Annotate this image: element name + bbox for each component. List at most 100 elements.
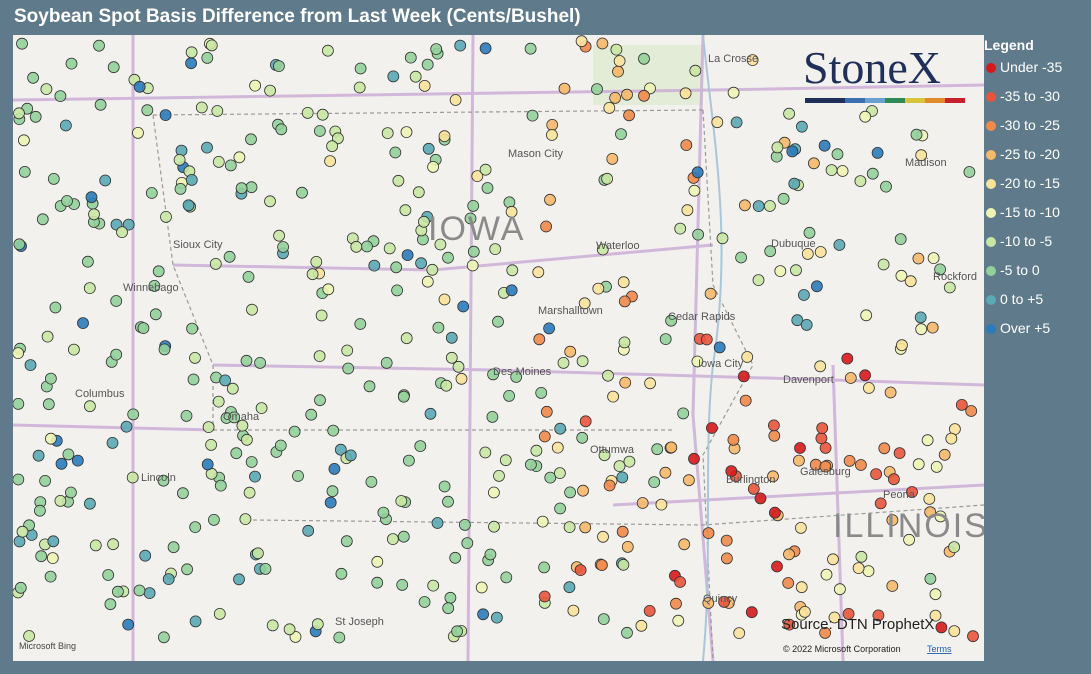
station-dot — [554, 422, 567, 435]
station-dot — [689, 64, 702, 77]
legend-item[interactable]: -5 to 0 — [984, 262, 1062, 291]
state-label: ILLINOIS — [833, 507, 984, 545]
legend-item[interactable]: 0 to +5 — [984, 291, 1062, 320]
station-dot — [794, 442, 806, 454]
station-dot — [854, 175, 867, 188]
station-dot — [158, 343, 171, 356]
station-dot — [938, 448, 951, 461]
station-dot — [490, 611, 503, 624]
station-dot — [862, 565, 875, 577]
legend-item[interactable]: -25 to -20 — [984, 146, 1062, 175]
station-dot — [836, 165, 849, 177]
station-dot — [526, 109, 539, 122]
station-dot — [530, 444, 543, 457]
station-dot — [310, 255, 323, 268]
station-dot — [449, 551, 462, 564]
station-dot — [65, 486, 77, 499]
station-dot — [107, 538, 119, 551]
station-dot — [934, 263, 946, 276]
station-dot — [466, 259, 479, 272]
station-dot — [340, 535, 353, 548]
station-dot — [540, 220, 552, 233]
station-dot — [409, 70, 422, 83]
station-dot — [783, 548, 795, 561]
station-dot — [331, 132, 344, 145]
station-dot — [383, 242, 396, 255]
terms-link[interactable]: Terms — [927, 644, 952, 654]
legend-item[interactable]: -20 to -15 — [984, 175, 1062, 204]
station-dot — [390, 261, 403, 274]
station-dot — [13, 398, 25, 410]
station-dot — [354, 62, 367, 75]
city-label: Dubuque — [771, 238, 816, 250]
station-dot — [623, 455, 636, 468]
station-dot — [617, 558, 630, 571]
station-dot — [55, 457, 68, 470]
station-dot — [538, 561, 550, 574]
legend-item[interactable]: -35 to -30 — [984, 88, 1062, 117]
legend-item[interactable]: Under -35 — [984, 59, 1062, 88]
station-dot — [617, 276, 630, 289]
station-dot — [841, 352, 854, 365]
station-dot — [47, 535, 60, 548]
station-dot — [798, 289, 810, 301]
legend-item[interactable]: -15 to -10 — [984, 204, 1062, 233]
station-dot — [948, 625, 961, 637]
station-dot — [311, 618, 324, 631]
station-dot — [493, 469, 505, 482]
legend-label: -20 to -15 — [1000, 175, 1060, 191]
station-dot — [948, 541, 960, 553]
station-dot — [597, 613, 610, 625]
station-dot — [700, 333, 713, 346]
station-dot — [412, 186, 425, 199]
logo-bar — [945, 98, 965, 103]
map: IOWA ILLINOIS Sioux City Mason City Waterloo… — [13, 35, 984, 661]
station-dot — [505, 284, 518, 297]
station-dot — [45, 372, 57, 385]
station-dot — [557, 356, 570, 369]
station-dot — [796, 120, 808, 133]
station-dot — [305, 408, 318, 421]
station-dot — [35, 550, 48, 563]
station-dot — [721, 552, 733, 565]
legend-title: Legend — [984, 37, 1034, 53]
station-dot — [872, 609, 885, 622]
station-dot — [546, 119, 559, 131]
station-dot — [421, 275, 434, 288]
state-label: IOWA — [428, 210, 525, 248]
station-dot — [808, 157, 820, 170]
station-dot — [577, 484, 589, 497]
station-dot — [139, 549, 152, 562]
station-dot — [579, 415, 592, 428]
station-dot — [818, 139, 831, 152]
legend-item[interactable]: -30 to -25 — [984, 117, 1062, 146]
station-dot — [702, 527, 715, 540]
station-dot — [576, 355, 589, 368]
station-dot — [536, 515, 549, 528]
station-dot — [655, 498, 668, 511]
station-dot — [422, 142, 435, 155]
station-dot — [896, 339, 908, 352]
legend-label: -35 to -30 — [1000, 88, 1060, 104]
station-dot — [747, 482, 760, 495]
legend-item[interactable]: -10 to -5 — [984, 233, 1062, 262]
station-dot — [49, 301, 62, 314]
city-label: Lincoln — [141, 472, 176, 484]
station-dot — [819, 627, 831, 639]
station-dot — [212, 395, 225, 408]
station-dot — [152, 265, 165, 278]
station-dot — [249, 79, 262, 92]
station-dot — [84, 497, 96, 510]
legend-item[interactable]: Over +5 — [984, 320, 1062, 349]
station-dot — [618, 336, 631, 349]
station-dot — [535, 386, 548, 399]
station-dot — [421, 58, 434, 71]
station-dot — [14, 581, 27, 594]
station-dot — [84, 400, 96, 413]
station-dot — [538, 430, 551, 443]
station-dot — [39, 474, 51, 487]
station-dot — [924, 506, 937, 519]
station-dot — [104, 598, 117, 611]
station-dot — [230, 447, 243, 460]
station-dot — [912, 458, 925, 471]
